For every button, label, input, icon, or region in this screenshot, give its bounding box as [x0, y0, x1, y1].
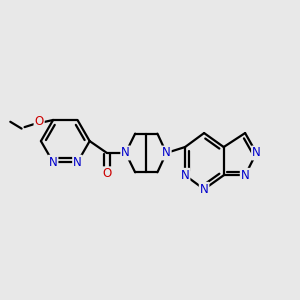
- Text: N: N: [200, 183, 208, 196]
- Text: O: O: [102, 167, 112, 180]
- Text: N: N: [121, 146, 130, 160]
- Text: N: N: [241, 169, 250, 182]
- Text: N: N: [49, 156, 58, 169]
- Text: O: O: [34, 115, 44, 128]
- Text: N: N: [162, 146, 171, 160]
- Text: N: N: [181, 169, 189, 182]
- Text: N: N: [73, 156, 82, 169]
- Text: N: N: [252, 146, 261, 160]
